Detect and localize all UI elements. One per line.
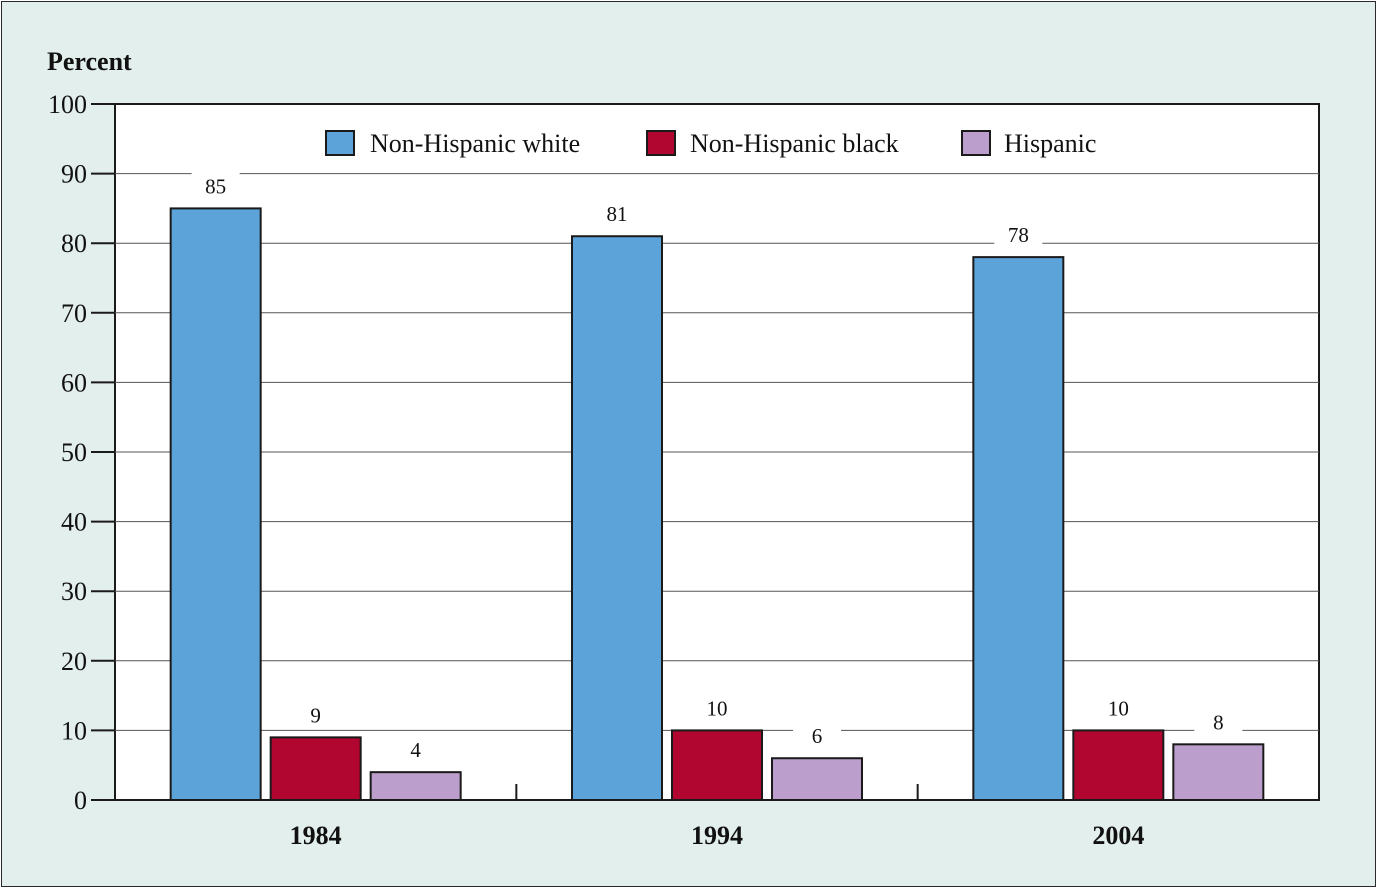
data-label: 6	[812, 724, 823, 748]
bar-0-1	[269, 736, 362, 801]
y-tick-label: 20	[61, 647, 87, 676]
y-tick-label: 50	[61, 438, 87, 467]
bar-0-0	[169, 207, 262, 801]
data-label: 8	[1213, 710, 1224, 734]
data-label-bg	[391, 734, 440, 763]
data-label: 4	[410, 738, 421, 762]
data-label-bg	[291, 699, 340, 728]
y-tick-label: 70	[61, 299, 87, 328]
bar-0-2	[369, 771, 462, 801]
data-label: 9	[310, 703, 321, 727]
y-axis: 0 10 20 30 40 50 60 70 80 90 100	[48, 90, 115, 815]
data-label: 10	[707, 696, 728, 720]
data-label-bg	[1094, 692, 1143, 721]
gridlines	[115, 173, 1319, 731]
y-axis-label: Percent	[47, 47, 132, 76]
y-tick-label: 60	[61, 368, 87, 397]
data-label-bg	[793, 720, 841, 749]
bar-2-1	[1072, 729, 1165, 802]
y-tick-label: 90	[61, 160, 87, 189]
legend-label: Non-Hispanic black	[690, 129, 899, 158]
legend-swatch	[961, 130, 991, 156]
legend-label: Hispanic	[1004, 129, 1096, 158]
data-label-bg	[1194, 706, 1243, 735]
bars: 85 9 4 81 10 6 78 10 8	[169, 170, 1265, 802]
x-tick-label: 1984	[290, 821, 342, 850]
bar-1-1	[671, 729, 763, 802]
bar-2-0	[972, 256, 1065, 801]
data-label-bg	[191, 170, 240, 199]
bar-1-0	[571, 235, 663, 802]
data-label-bg	[593, 198, 641, 227]
legend-swatch	[646, 130, 676, 156]
x-tick-label: 2004	[1092, 821, 1144, 850]
bar-1-2	[771, 757, 863, 801]
data-label: 85	[205, 174, 226, 198]
data-label: 78	[1008, 223, 1029, 247]
x-tick-label: 1994	[691, 821, 743, 850]
data-label-bg	[994, 219, 1043, 248]
data-label-bg	[693, 692, 741, 721]
bar-2-2	[1172, 743, 1265, 802]
y-tick-label: 100	[48, 90, 87, 119]
legend-swatch	[325, 130, 355, 156]
y-tick-label: 40	[61, 508, 87, 537]
legend: Non-Hispanic white Non-Hispanic black Hisp…	[325, 129, 1096, 158]
y-tick-label: 30	[61, 577, 87, 606]
y-tick-label: 80	[61, 229, 87, 258]
data-label: 81	[607, 202, 628, 226]
legend-label: Non-Hispanic white	[370, 129, 580, 158]
data-label: 10	[1108, 696, 1129, 720]
y-tick-label: 0	[74, 786, 87, 815]
y-tick-label: 10	[61, 716, 87, 745]
